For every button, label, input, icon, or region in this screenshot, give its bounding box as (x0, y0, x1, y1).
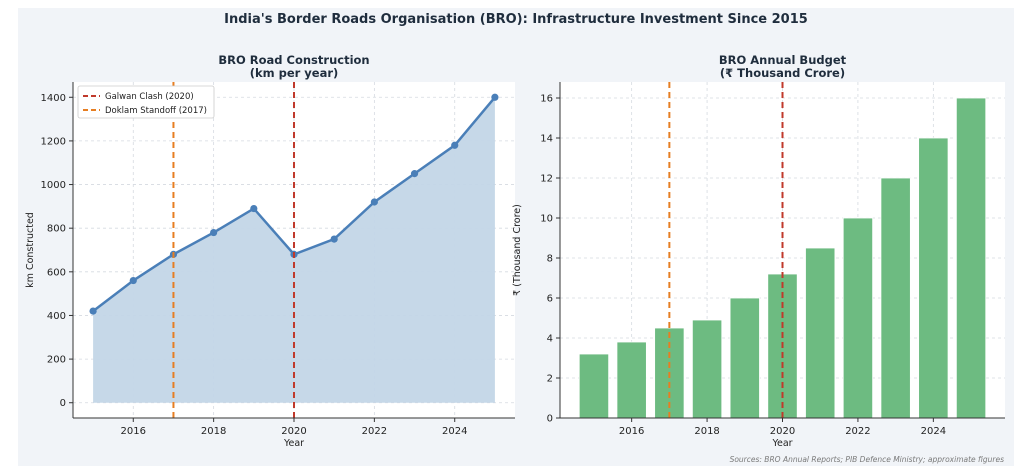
bar (691, 319, 723, 419)
y-tick-label: 10 (540, 214, 553, 225)
y-tick-label: 400 (47, 311, 66, 322)
x-tick-label: 2016 (619, 426, 644, 437)
legend-label: Galwan Clash (2020) (105, 92, 194, 102)
y-tick-label: 14 (540, 134, 553, 145)
x-tick-label: 2024 (921, 426, 946, 437)
y-tick-label: 1400 (41, 93, 66, 104)
y-tick-label: 2 (547, 374, 553, 385)
y-tick-label: 1200 (41, 136, 66, 147)
bar (880, 177, 911, 419)
bar (955, 97, 987, 419)
bar (842, 217, 874, 419)
y-tick-label: 6 (547, 294, 553, 305)
x-tick-label: 2018 (694, 426, 719, 437)
data-point (451, 141, 459, 149)
bar (578, 353, 610, 419)
y-tick-label: 16 (540, 94, 553, 105)
x-tick-label: 2018 (201, 426, 226, 437)
x-tick-label: 2022 (362, 426, 387, 437)
y-tick-label: 800 (47, 224, 66, 235)
legend-label: Doklam Standoff (2017) (105, 106, 207, 116)
bar (805, 247, 836, 419)
x-tick-label: 2022 (845, 426, 870, 437)
chart-title: BRO Annual Budget (719, 53, 847, 67)
x-axis-label: Year (771, 438, 792, 449)
data-point (330, 235, 338, 243)
bar (918, 137, 949, 419)
y-tick-label: 8 (547, 254, 553, 265)
x-axis-label: Year (283, 438, 304, 449)
data-point (89, 307, 97, 315)
y-tick-label: 0 (547, 414, 553, 425)
data-point (250, 204, 258, 213)
bar (616, 341, 647, 419)
y-tick-label: 1000 (41, 180, 66, 191)
data-point (370, 198, 378, 206)
data-point (210, 228, 218, 237)
x-tick-label: 2020 (770, 426, 795, 437)
x-tick-label: 2024 (442, 426, 467, 437)
chart-title: (₹ Thousand Crore) (720, 66, 845, 80)
y-tick-label: 4 (547, 334, 553, 345)
figure-title: India's Border Roads Organisation (BRO):… (224, 12, 808, 27)
bar (729, 297, 760, 419)
y-tick-label: 0 (60, 398, 66, 409)
x-tick-label: 2016 (121, 426, 146, 437)
chart-title: BRO Road Construction (218, 53, 369, 67)
data-point (491, 93, 499, 101)
legend-box (77, 85, 215, 119)
y-axis-label: ₹ (Thousand Crore) (512, 204, 523, 296)
data-point (410, 170, 419, 178)
source-note: Sources: BRO Annual Reports; PIB Defence… (729, 455, 1004, 464)
data-point (129, 276, 137, 285)
y-tick-label: 12 (540, 174, 553, 185)
y-tick-label: 200 (47, 355, 66, 366)
y-axis-label: km Constructed (25, 212, 36, 288)
y-tick-label: 600 (47, 267, 66, 278)
area-fill (93, 97, 495, 403)
x-tick-label: 2020 (281, 426, 306, 437)
chart-title: (km per year) (250, 66, 339, 80)
